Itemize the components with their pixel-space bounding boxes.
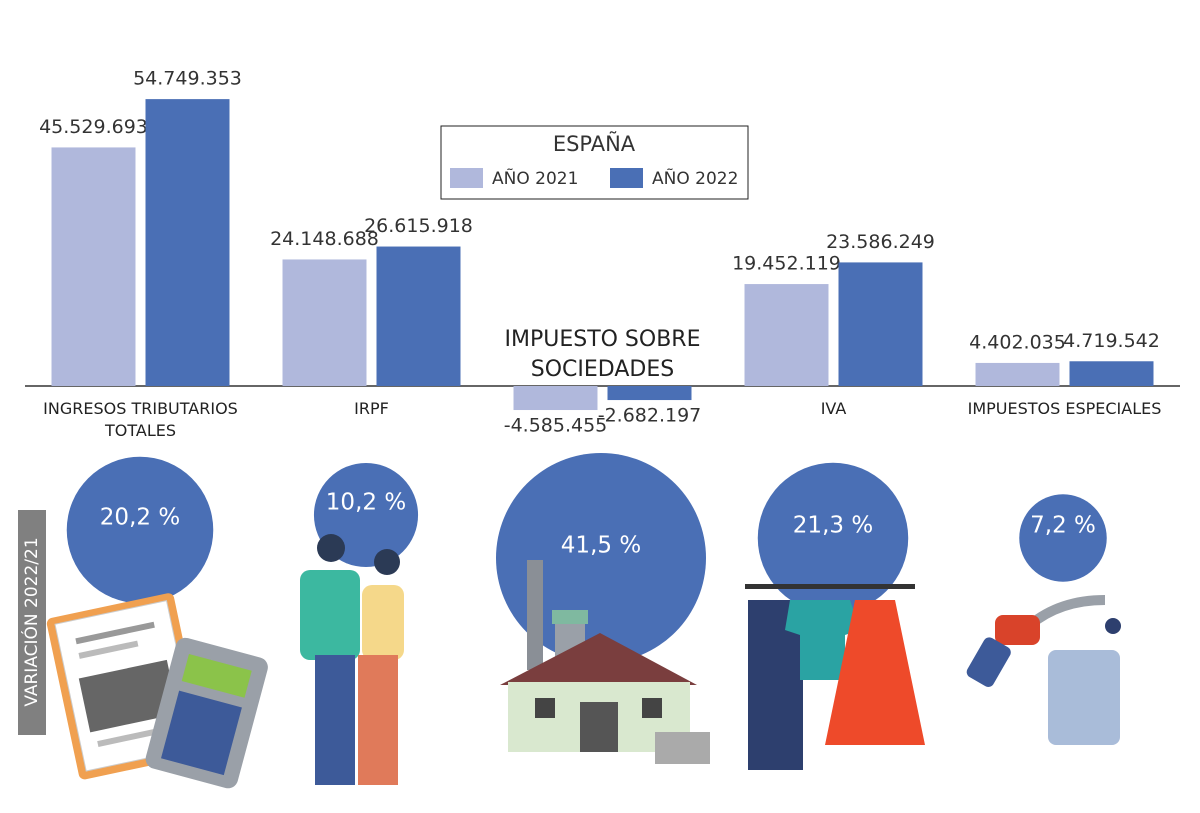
bubble-label: 41,5 % bbox=[561, 533, 641, 559]
side-label-box bbox=[18, 510, 46, 735]
value-label: 54.749.353 bbox=[133, 68, 242, 90]
bar bbox=[51, 147, 136, 386]
people-icon bbox=[300, 534, 404, 785]
bubble bbox=[66, 456, 214, 604]
category-label: IVA bbox=[820, 399, 847, 418]
value-label: 4.402.035 bbox=[969, 331, 1066, 353]
legend-box bbox=[440, 125, 749, 200]
value-label: 26.615.918 bbox=[364, 215, 473, 237]
bubble-label: 20,2 % bbox=[100, 505, 180, 531]
legend-label: AÑO 2021 bbox=[492, 167, 578, 189]
category-label: IRPF bbox=[354, 399, 389, 418]
side-label: VARIACIÓN 2022/21 bbox=[20, 537, 42, 706]
legend-swatch bbox=[610, 168, 643, 188]
value-label: 24.148.688 bbox=[270, 228, 379, 250]
bar bbox=[975, 362, 1060, 386]
value-label: -4.585.455 bbox=[504, 415, 608, 437]
legend-title: ESPAÑA bbox=[553, 130, 636, 156]
value-label: 23.586.249 bbox=[826, 231, 935, 253]
bar bbox=[838, 262, 923, 386]
legend-swatch bbox=[450, 168, 483, 188]
illustrations bbox=[46, 534, 1121, 789]
bubble bbox=[1019, 494, 1107, 582]
category-label: IMPUESTOS ESPECIALES bbox=[967, 399, 1162, 418]
legend-label: AÑO 2022 bbox=[652, 167, 738, 189]
fuel-icon bbox=[966, 595, 1121, 745]
category-label: INGRESOS TRIBUTARIOS TOTALES bbox=[43, 399, 238, 440]
category-label: IMPUESTO SOBRE SOCIEDADES bbox=[504, 327, 701, 382]
bar bbox=[1069, 361, 1154, 386]
bubble-label: 21,3 % bbox=[793, 513, 873, 539]
bubble-label: 7,2 % bbox=[1030, 513, 1096, 539]
value-label: 4.719.542 bbox=[1063, 330, 1160, 352]
bar bbox=[513, 386, 598, 411]
calculator-icon bbox=[145, 637, 268, 789]
bubble bbox=[757, 462, 909, 614]
bubble-label: 10,2 % bbox=[326, 490, 406, 516]
bar bbox=[282, 259, 367, 386]
bar bbox=[145, 99, 230, 386]
value-label: 19.452.119 bbox=[732, 253, 841, 275]
factory-icon bbox=[500, 560, 710, 764]
bar bbox=[744, 284, 829, 386]
value-label: -2.682.197 bbox=[598, 405, 702, 427]
bar bbox=[607, 386, 692, 401]
value-label: 45.529.693 bbox=[39, 116, 148, 138]
bar bbox=[376, 246, 461, 386]
bubble bbox=[495, 452, 707, 664]
clothes-icon bbox=[745, 584, 925, 770]
